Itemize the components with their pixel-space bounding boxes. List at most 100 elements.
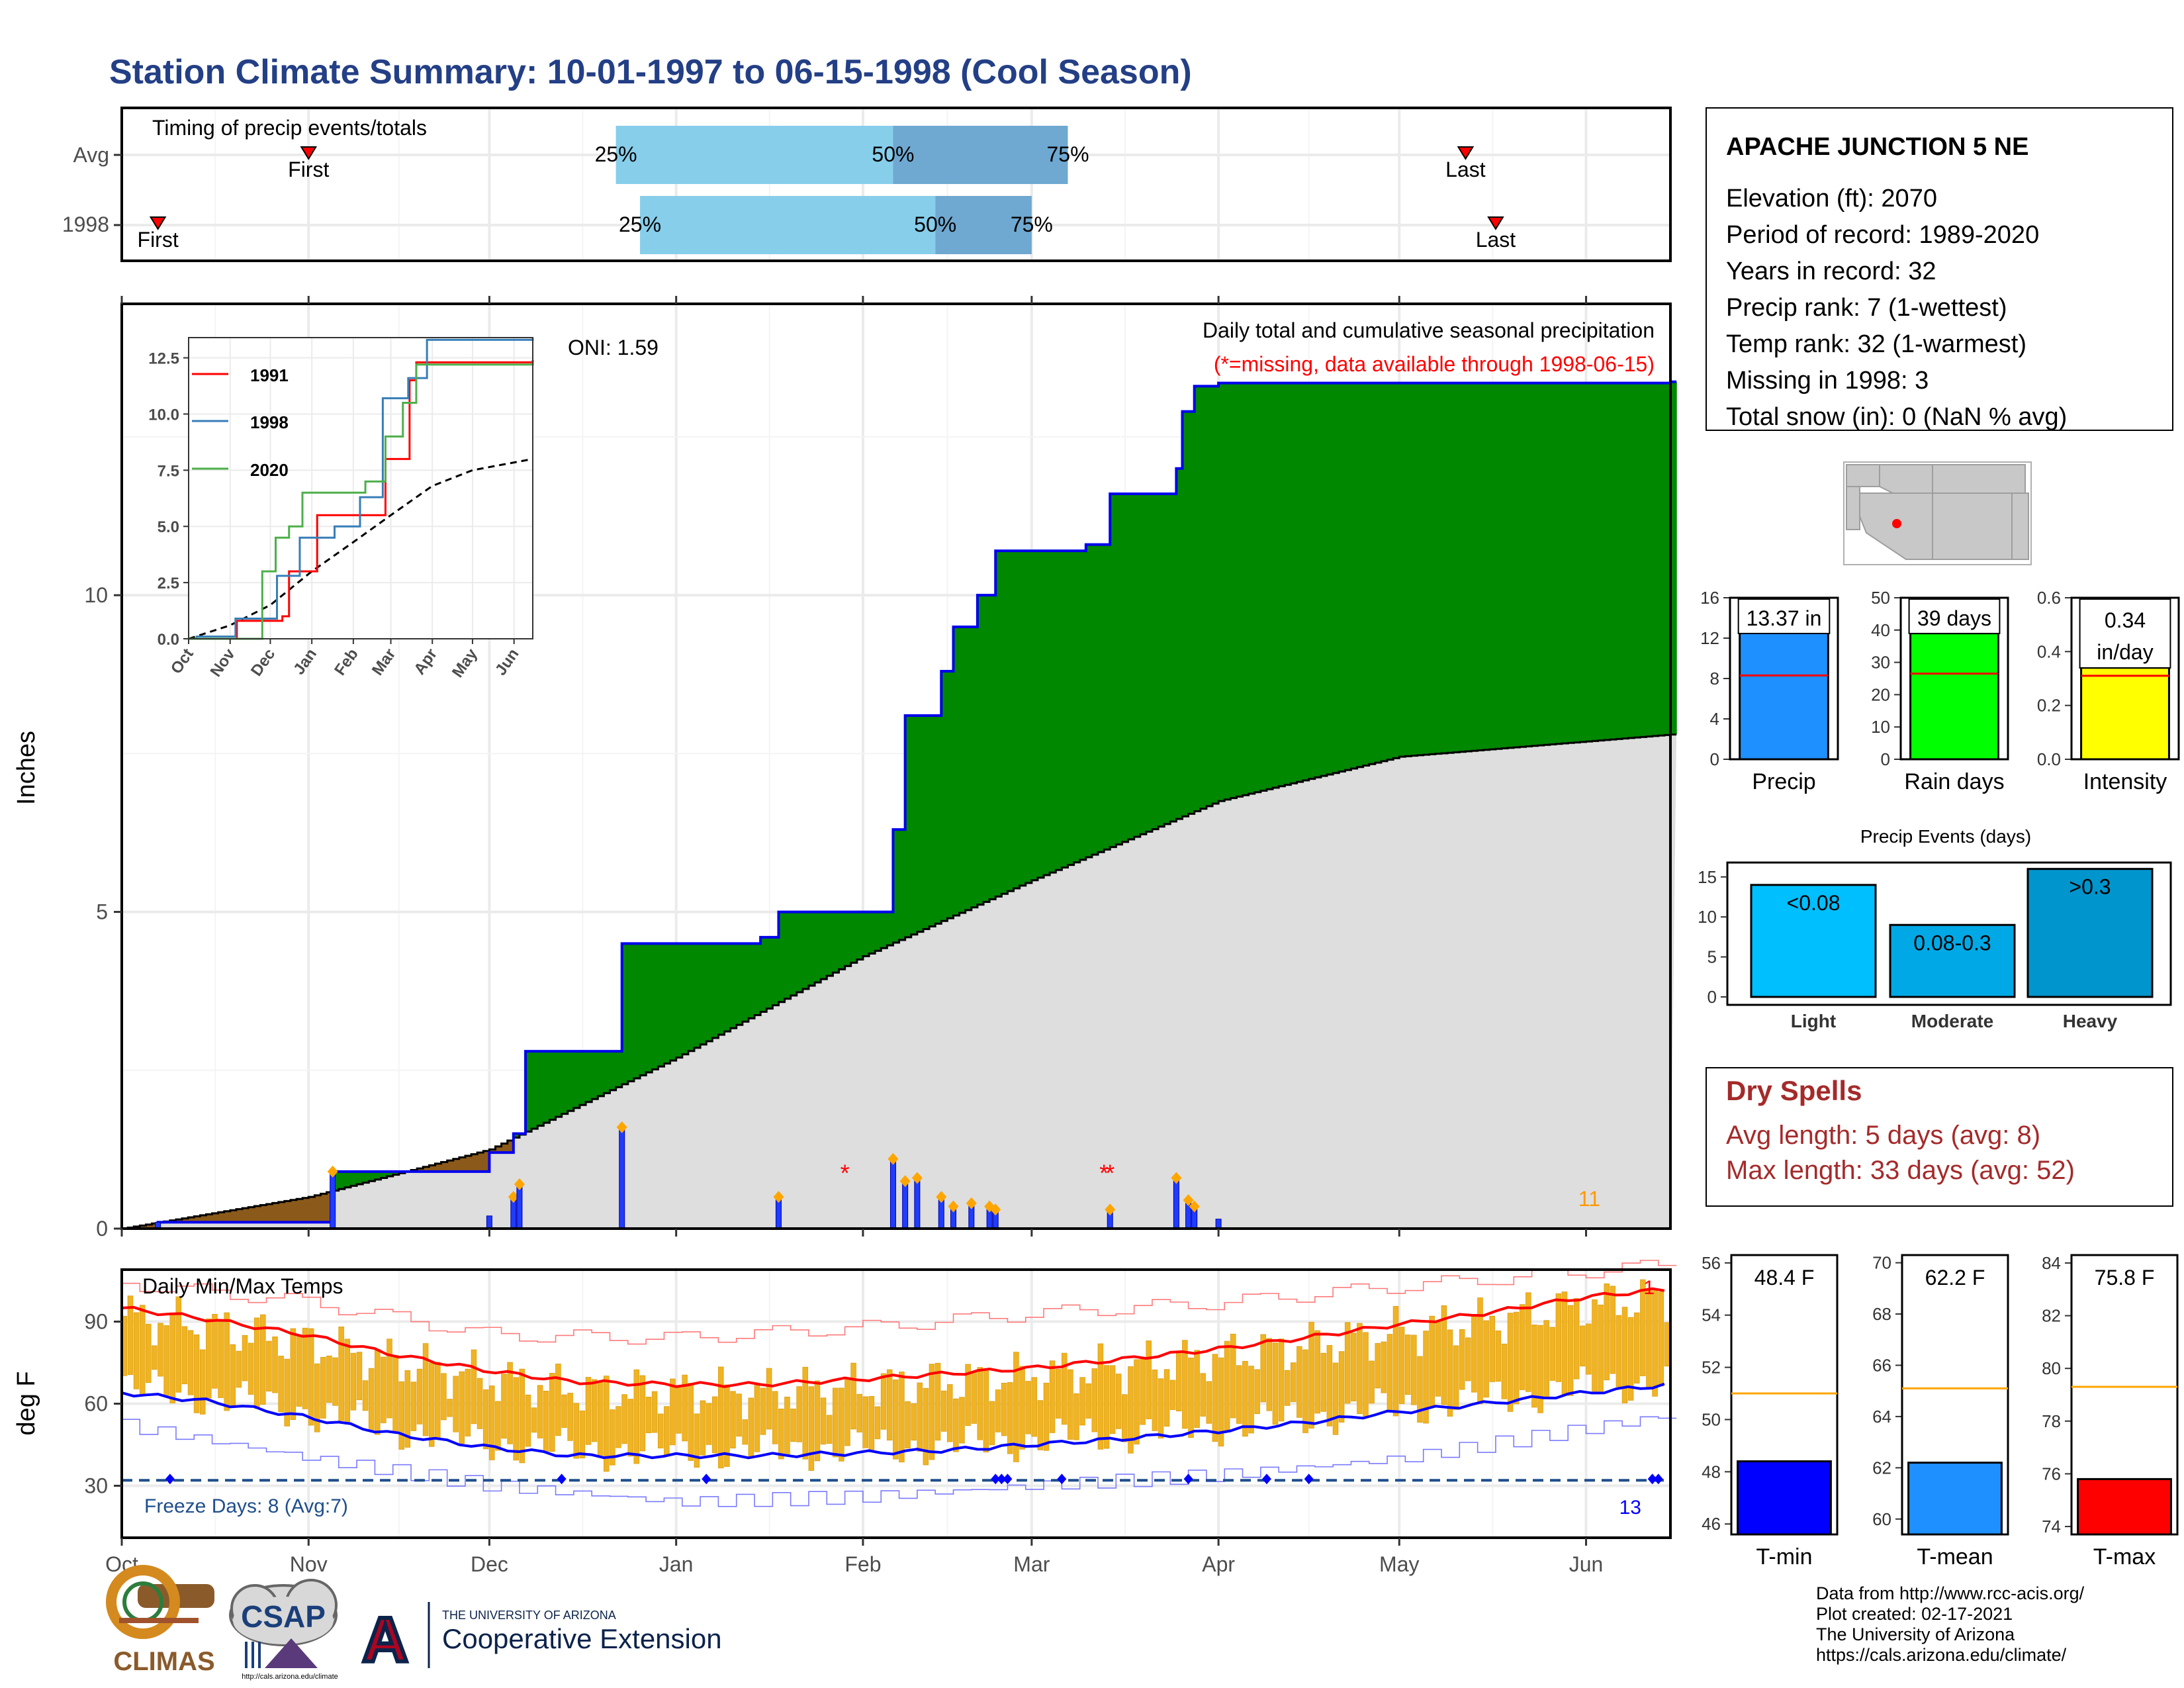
heavy-event-marker — [966, 1197, 977, 1209]
daily-temp-range-bar — [362, 1380, 369, 1411]
missing-day-marker: * — [1105, 1160, 1115, 1187]
events-value-label-Moderate: 0.08-0.3 — [1913, 931, 1991, 955]
summary-y-tick-label: 20 — [1871, 684, 1890, 704]
inset-x-tick-label: Feb — [331, 645, 362, 679]
surplus-band — [1429, 383, 1436, 755]
freeze-day-marker — [991, 1474, 1001, 1485]
deficit-band — [501, 1143, 508, 1153]
surplus-band — [664, 943, 671, 1064]
surplus-band — [1646, 383, 1653, 737]
precip-y-tick-label: 5 — [96, 900, 108, 924]
tempbar-value-label-T-max: 75.8 F — [2095, 1266, 2155, 1289]
surplus-band — [1007, 551, 1015, 892]
daily-temp-range-bar — [368, 1368, 375, 1430]
surplus-band — [959, 626, 966, 913]
daily-temp-range-bar — [736, 1393, 742, 1437]
ua-cooperative-extension: Cooperative Extension — [442, 1623, 722, 1654]
daily-temp-range-bar — [543, 1390, 549, 1453]
surplus-band — [839, 912, 846, 970]
timing-label: Timing of precip events/totals — [152, 116, 427, 140]
daily-temp-range-bar — [832, 1387, 839, 1458]
daily-temp-range-bar — [392, 1354, 398, 1433]
timing-q25-label-Avg: 25% — [595, 142, 637, 166]
daily-temp-range-bar — [525, 1394, 531, 1447]
daily-temp-range-bar — [387, 1338, 392, 1419]
surplus-band — [1417, 383, 1424, 755]
x-axis-month-label: Apr — [1202, 1552, 1235, 1576]
daily-temp-range-bar — [1537, 1325, 1543, 1413]
daily-temp-range-bar — [1501, 1343, 1508, 1399]
daily-temp-range-bar — [1158, 1378, 1164, 1438]
heavy-event-marker — [327, 1165, 338, 1178]
surplus-band — [1586, 383, 1593, 742]
surplus-band — [1025, 551, 1032, 883]
daily-temp-range-bar — [561, 1394, 567, 1428]
tempbar-y-tick-label: 48 — [1702, 1462, 1721, 1481]
surplus-band — [1037, 551, 1044, 878]
daily-temp-range-bar — [187, 1330, 194, 1395]
station-location-marker — [1892, 519, 1901, 528]
surplus-band — [977, 595, 984, 905]
summary-y-tick-label: 30 — [1871, 653, 1890, 673]
surplus-band — [1031, 551, 1038, 880]
events-bar-Light — [1750, 884, 1877, 998]
timing-first-marker-1998 — [149, 216, 167, 230]
surplus-band — [1375, 383, 1382, 763]
daily-precip-bar — [1215, 1219, 1222, 1229]
daily-temp-range-bar — [1392, 1306, 1399, 1417]
surplus-band — [1381, 383, 1388, 761]
surplus-band — [525, 1051, 532, 1132]
daily-temp-range-bar — [1592, 1299, 1598, 1392]
inset-legend: 1991 1998 2020 — [192, 365, 289, 480]
observed-cumulative-line — [122, 380, 1677, 1230]
daily-temp-range-bar — [278, 1356, 284, 1413]
daily-temp-range-bar — [224, 1312, 230, 1411]
surplus-band — [893, 829, 900, 943]
daily-temp-range-bar — [1344, 1322, 1351, 1404]
surplus-band — [971, 626, 978, 908]
freeze-day-marker — [1183, 1474, 1193, 1485]
daily-temp-range-bar — [290, 1328, 296, 1420]
x-axis-month-label: Feb — [844, 1552, 881, 1576]
surplus-band — [1459, 383, 1467, 752]
surplus-band — [881, 912, 887, 949]
surplus-band — [808, 912, 815, 986]
daily-temp-range-bar — [1555, 1293, 1562, 1382]
surplus-band — [905, 715, 912, 937]
surplus-band — [513, 1133, 520, 1138]
daily-temp-range-bar — [253, 1317, 260, 1409]
surplus-band — [1598, 383, 1605, 741]
daily-precip-bar — [902, 1180, 909, 1229]
daily-temp-range-bar — [826, 1415, 833, 1444]
surplus-band — [1170, 494, 1177, 821]
daily-temp-range-bar — [1079, 1377, 1085, 1426]
surplus-band — [1514, 383, 1520, 748]
surplus-band — [989, 595, 996, 900]
daily-temp-range-bar — [1031, 1377, 1038, 1437]
surplus-band — [965, 626, 972, 910]
daily-temp-range-bar — [489, 1385, 495, 1460]
daily-temp-range-bar — [694, 1413, 700, 1468]
station-info-line: Period of record: 1989-2020 — [1726, 221, 2039, 249]
daily-precip-bar — [914, 1177, 921, 1229]
inset-x-tick-label: May — [449, 645, 481, 680]
surplus-band — [1592, 383, 1599, 741]
daily-temp-range-bar — [657, 1413, 664, 1448]
daily-temp-range-bar — [435, 1362, 441, 1438]
surplus-band — [947, 671, 954, 919]
daily-temp-range-bar — [1363, 1332, 1369, 1419]
daily-temp-range-bar — [940, 1390, 947, 1432]
daily-temp-range-bar — [1043, 1382, 1050, 1451]
daily-temp-range-bar — [495, 1401, 501, 1451]
daily-temp-range-bar — [152, 1345, 158, 1370]
daily-temp-range-bar — [682, 1374, 688, 1442]
tempbar-y-tick-label: 84 — [2042, 1253, 2061, 1273]
timing-bar-q50-q75-Avg — [893, 126, 1068, 184]
daily-temp-range-bar — [959, 1397, 965, 1444]
surplus-band — [1502, 383, 1508, 749]
surplus-band — [784, 912, 792, 999]
daily-temp-range-bar — [1260, 1334, 1266, 1403]
daily-temp-range-bar — [934, 1362, 941, 1441]
surplus-band — [850, 912, 858, 963]
